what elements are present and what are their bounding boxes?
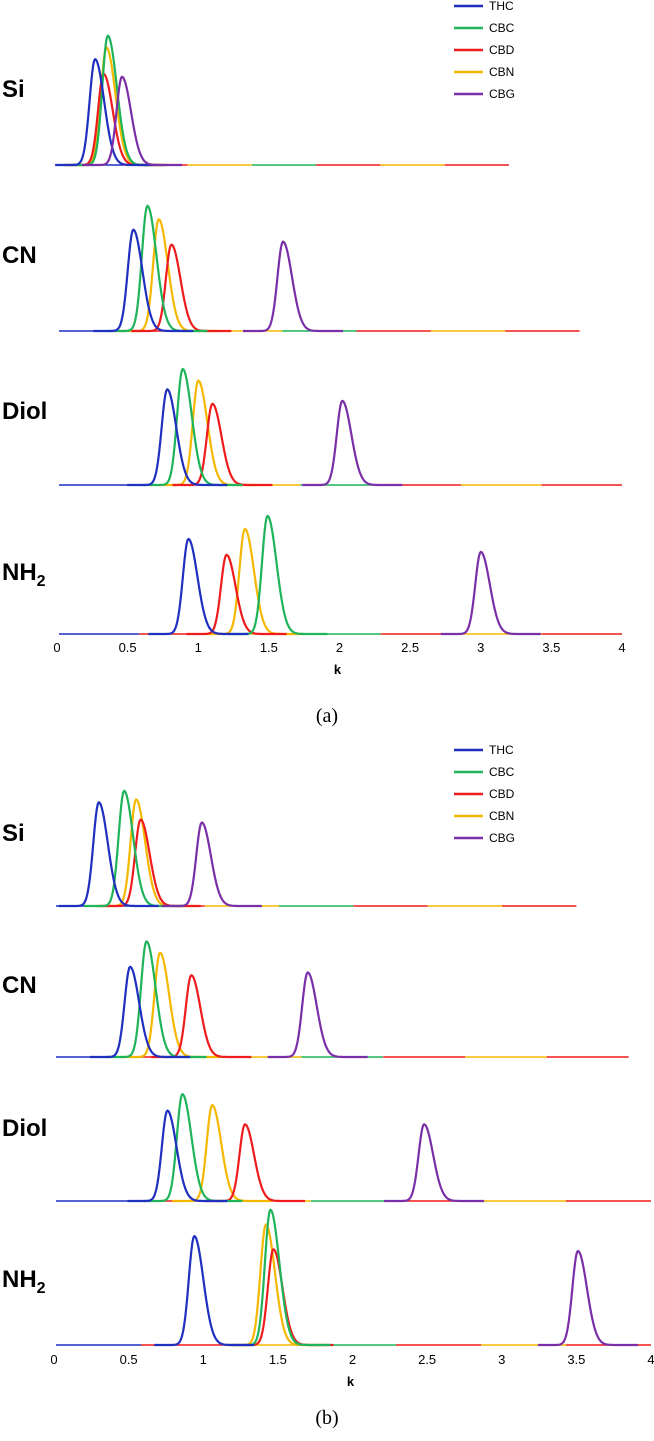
x-axis-title: k xyxy=(334,662,342,677)
row-label: CN xyxy=(2,242,37,269)
row-label: Diol xyxy=(2,1115,47,1142)
x-tick-label: 0.5 xyxy=(120,1352,138,1367)
x-tick-label: 3 xyxy=(498,1352,505,1367)
panel-si: Si xyxy=(2,789,577,908)
peak-thc xyxy=(127,1109,228,1203)
row-label: NH2 xyxy=(2,1266,46,1297)
peak-cbg xyxy=(384,1123,485,1203)
panel-si: Si xyxy=(2,34,509,167)
x-tick-label: 0 xyxy=(50,1352,57,1367)
legend: THC CBC CBD CBN CBG xyxy=(454,0,515,101)
x-tick-label: 1 xyxy=(200,1352,207,1367)
x-tick-label: 1.5 xyxy=(269,1352,287,1367)
peak-cbn xyxy=(96,798,197,908)
peak-cbg xyxy=(537,1249,638,1347)
x-tick-label: 0 xyxy=(53,640,60,655)
x-tick-label: 4 xyxy=(647,1352,654,1367)
x-tick-label: 3.5 xyxy=(567,1352,585,1367)
x-tick-label: 1 xyxy=(195,640,202,655)
x-tick-label: 4 xyxy=(618,640,625,655)
peak-thc xyxy=(154,1235,255,1347)
figure-caption: (a) xyxy=(316,705,338,727)
peak-cbn xyxy=(172,1104,273,1203)
row-label: Si xyxy=(2,76,25,103)
row-label: Diol xyxy=(2,398,47,425)
panel-diol: Diol xyxy=(2,367,622,487)
peak-thc xyxy=(148,537,249,636)
peak-cbg xyxy=(267,971,368,1059)
legend-label-cbd: CBD xyxy=(489,43,515,57)
peak-cbg xyxy=(440,550,541,636)
panel-cn: CN xyxy=(2,204,580,333)
legend-label-cbn: CBN xyxy=(489,65,514,79)
peak-cbc xyxy=(106,940,207,1059)
row-label: NH2 xyxy=(2,559,46,590)
peak-cbd xyxy=(131,243,232,333)
x-axis-title: k xyxy=(347,1374,355,1389)
x-tick-label: 2.5 xyxy=(401,640,419,655)
peak-thc xyxy=(127,388,228,487)
legend-label-cbd: CBD xyxy=(489,787,515,801)
legend: THC CBC CBD CBN CBG xyxy=(454,743,515,845)
legend-label-thc: THC xyxy=(489,743,514,757)
peak-cbn xyxy=(118,218,219,333)
peak-cbc xyxy=(230,1208,331,1347)
peak-cbn xyxy=(225,1223,326,1347)
legend-label-cbc: CBC xyxy=(489,765,515,779)
peak-thc xyxy=(58,801,159,908)
x-tick-label: 2.5 xyxy=(418,1352,436,1367)
chart-a: Si CN Diol NH2 0 0.5 1 1.5 2 2.5 3 3.5 4 k (a) THC CBC CB… xyxy=(2,0,626,727)
peak-thc xyxy=(55,58,156,167)
peak-cbd xyxy=(172,402,273,487)
x-tick-label: 1.5 xyxy=(260,640,278,655)
legend-label-cbc: CBC xyxy=(489,21,515,35)
peak-cbn xyxy=(204,527,305,636)
peak-thc xyxy=(93,228,194,333)
panel-cn: CN xyxy=(2,940,629,1059)
peak-cbg xyxy=(161,821,262,908)
legend-label-cbn: CBN xyxy=(489,809,514,823)
peak-cbg xyxy=(302,399,403,487)
peak-cbg xyxy=(81,75,183,167)
x-tick-label: 2 xyxy=(336,640,343,655)
x-tick-label: 2 xyxy=(349,1352,356,1367)
x-tick-label: 3 xyxy=(477,640,484,655)
legend-label-thc: THC xyxy=(489,0,514,13)
chart-b: Si CN Diol NH2 0 0.5 1 1.5 2 2.5 3 3.5 4 k (b) THC CBC CB… xyxy=(2,743,654,1429)
row-label: CN xyxy=(2,972,37,999)
panel-nh2: NH2 xyxy=(2,1208,651,1347)
peak-cbd xyxy=(186,553,287,636)
legend-label-cbg: CBG xyxy=(489,831,515,845)
figure-caption: (b) xyxy=(315,1407,338,1429)
panel-nh2: NH2 xyxy=(2,514,622,636)
x-tick-label: 0.5 xyxy=(119,640,137,655)
peak-cbg xyxy=(242,240,344,333)
x-tick-label: 3.5 xyxy=(542,640,560,655)
panel-diol: Diol xyxy=(2,1093,651,1203)
row-label: Si xyxy=(2,820,25,847)
peak-thc xyxy=(90,965,191,1059)
legend-label-cbg: CBG xyxy=(489,87,515,101)
